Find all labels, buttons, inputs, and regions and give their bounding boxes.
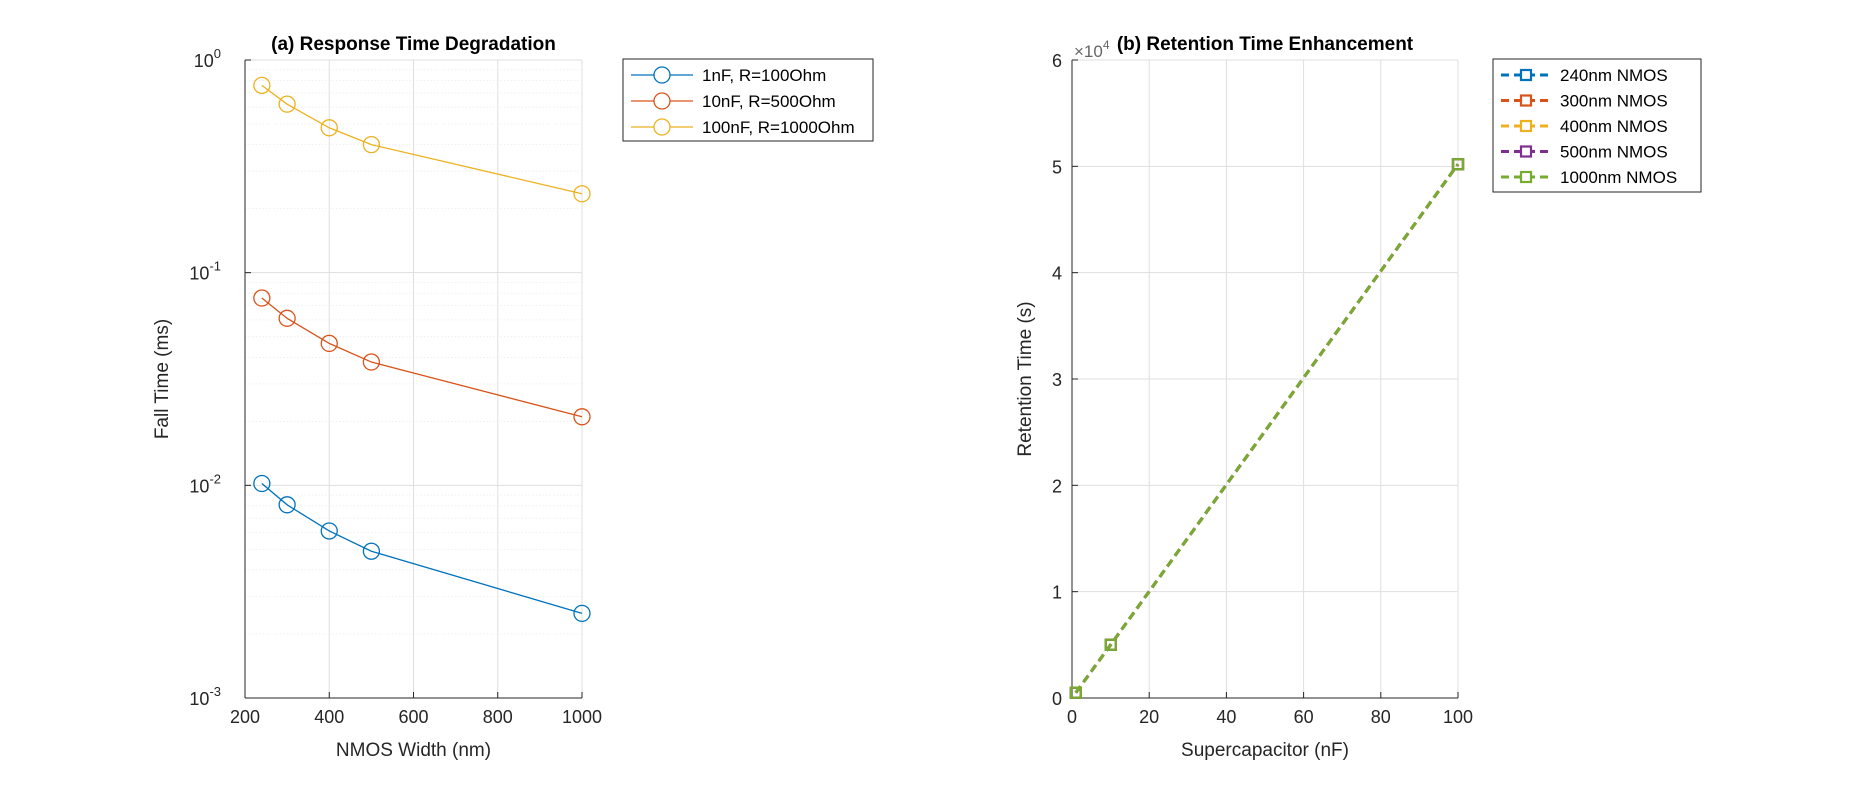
legend-marker-1000nm-nmos	[1519, 170, 1533, 184]
data-point-10nf-r-500ohm	[573, 408, 591, 426]
series-line-1nf-r-100ohm	[261, 483, 583, 614]
series-line-100nf-r-1000ohm	[261, 84, 583, 195]
x-tick-label: 60	[1294, 707, 1314, 727]
x-tick-label: 100	[1443, 707, 1473, 727]
y-tick-label: 10-1	[189, 259, 221, 284]
data-point-10nf-r-500ohm	[362, 353, 381, 371]
x-tick-label: 600	[398, 707, 428, 727]
data-point-100nf-r-1000ohm	[253, 76, 271, 94]
y-tick-label: 10-2	[189, 471, 221, 496]
y-tick-label: 1	[1052, 583, 1062, 603]
data-point-10nf-r-500ohm	[253, 289, 271, 307]
data-point-10nf-r-500ohm	[278, 309, 296, 327]
y-tick-label: 6	[1052, 51, 1062, 71]
y-tick-label: 3	[1052, 370, 1062, 390]
x-tick-label: 1000	[562, 707, 602, 727]
data-point-100nf-r-1000ohm	[573, 185, 591, 203]
y-tick-label: 5	[1052, 157, 1062, 177]
y-axis-label: Fall Time (ms)	[152, 319, 173, 439]
x-tick-label: 40	[1216, 707, 1236, 727]
y-tick-label: 0	[1052, 689, 1062, 709]
legend-marker-100nf-r-1000ohm	[653, 118, 671, 136]
data-point-100nf-r-1000ohm	[320, 119, 338, 137]
x-tick-label: 80	[1371, 707, 1391, 727]
legend-label-100nf-r-1000ohm: 100nF, R=1000Ohm	[702, 118, 855, 137]
x-axis-label: NMOS Width (nm)	[336, 740, 491, 761]
x-tick-label: 400	[314, 707, 344, 727]
legend-label-300nm-nmos: 300nm NMOS	[1560, 92, 1668, 111]
x-axis-label: Supercapacitor (nF)	[1181, 740, 1349, 761]
data-point-1nf-r-100ohm	[278, 496, 296, 514]
x-tick-label: 0	[1067, 707, 1077, 727]
legend-marker-400nm-nmos	[1519, 119, 1533, 133]
chart-title: (a) Response Time Degradation	[271, 34, 556, 55]
legend-marker-240nm-nmos	[1519, 68, 1533, 82]
data-point-1nf-r-100ohm	[253, 474, 271, 493]
data-point-10nf-r-500ohm	[320, 334, 338, 353]
x-tick-label: 200	[230, 707, 260, 727]
y-tick-label: 4	[1052, 264, 1062, 284]
data-point-1nf-r-100ohm	[573, 604, 591, 623]
data-point-1nf-r-100ohm	[362, 542, 381, 560]
legend-label-10nf-r-500ohm: 10nF, R=500Ohm	[702, 92, 836, 111]
legend-marker-500nm-nmos	[1519, 145, 1533, 158]
legend-marker-300nm-nmos	[1519, 94, 1533, 107]
data-point-1000nm-nmos	[1104, 638, 1117, 651]
y-tick-label: 10-3	[189, 684, 221, 709]
data-point-100nf-r-1000ohm	[278, 95, 296, 113]
legend-marker-10nf-r-500ohm	[653, 92, 671, 110]
panel-b-retention-time: 0 20 40 60 80 100 0 1 2 3 4 5 6 ×104 (b) Retention Tim…	[1015, 34, 1702, 761]
legend-label-1nf-r-100ohm: 1nF, R=100Ohm	[702, 66, 826, 85]
panel-a-response-time: 200 400 600 800 1000 10-3 10-2 10-1 100 (a) Respo…	[152, 34, 874, 761]
legend-label-240nm-nmos: 240nm NMOS	[1560, 66, 1668, 85]
legend-label-1000nm-nmos: 1000nm NMOS	[1560, 168, 1677, 187]
legend: 240nm NMOS 300nm NMOS 400nm NMOS 500nm NMOS…	[1492, 58, 1702, 193]
series-line-1000nm-nmos	[1074, 163, 1460, 694]
y-exponent-label: ×104	[1074, 38, 1110, 61]
series-line-10nf-r-500ohm	[261, 297, 583, 418]
legend-marker-1nf-r-100ohm	[653, 66, 671, 84]
chart-title: (b) Retention Time Enhancement	[1117, 34, 1414, 55]
legend-label-400nm-nmos: 400nm NMOS	[1560, 117, 1668, 136]
data-point-1000nm-nmos	[1069, 686, 1082, 699]
y-tick-label: 2	[1052, 476, 1062, 496]
x-tick-label: 20	[1139, 707, 1159, 727]
x-tick-label: 800	[483, 707, 513, 727]
data-point-100nf-r-1000ohm	[362, 135, 381, 154]
data-point-1nf-r-100ohm	[320, 522, 338, 540]
data-point-1000nm-nmos	[1451, 158, 1465, 171]
y-axis-label: Retention Time (s)	[1015, 301, 1036, 456]
legend-label-500nm-nmos: 500nm NMOS	[1560, 143, 1668, 162]
legend: 1nF, R=100Ohm 10nF, R=500Ohm 100nF, R=1000…	[622, 58, 874, 142]
y-tick-label: 100	[194, 46, 221, 71]
